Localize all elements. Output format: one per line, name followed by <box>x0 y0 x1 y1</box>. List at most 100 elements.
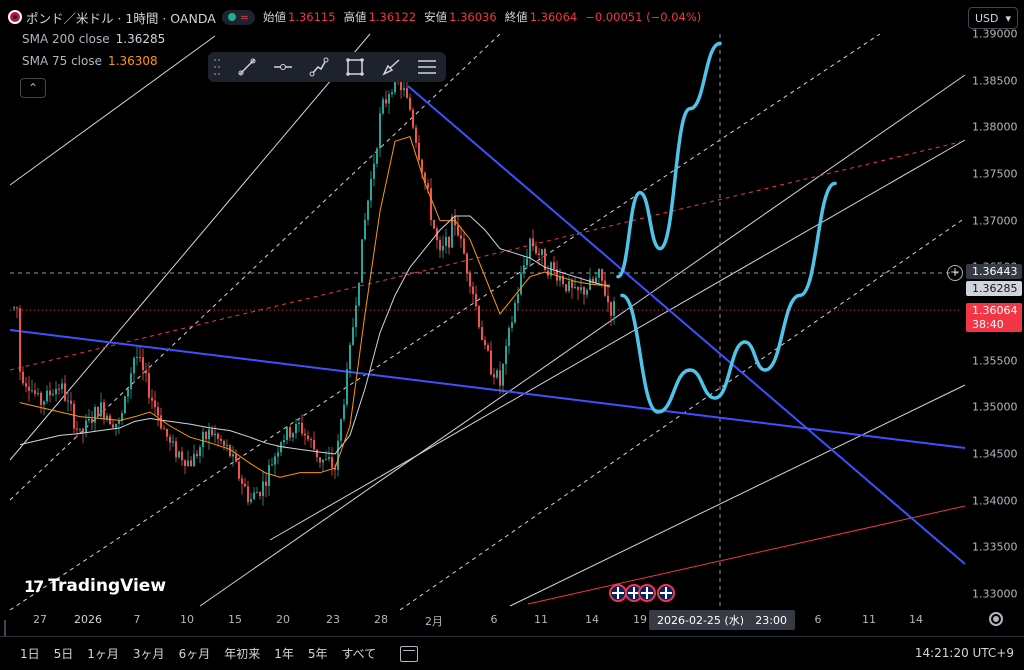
candle-body <box>238 461 240 479</box>
candles-layer <box>13 52 615 506</box>
candle-body <box>64 383 66 401</box>
trend-line-tool[interactable] <box>230 54 264 80</box>
candle-body <box>484 340 486 346</box>
logo-text: TradingView <box>48 576 167 596</box>
period-all[interactable]: すべて <box>341 647 377 661</box>
uk-event-flag-icon <box>638 584 656 602</box>
candle-body <box>181 451 183 461</box>
candle-body <box>82 428 84 433</box>
price-tick-label: 1.38500 <box>972 74 1018 88</box>
candle-body <box>151 397 153 401</box>
channel-line <box>9 35 216 186</box>
candle-body <box>463 238 465 254</box>
period-ytd[interactable]: 年初来 <box>224 647 261 661</box>
candle-body <box>409 97 411 110</box>
drag-handle-icon[interactable] <box>214 59 222 75</box>
period-6m[interactable]: 6ヶ月 <box>178 647 211 661</box>
period-1y[interactable]: 1年 <box>274 647 294 661</box>
candle-body <box>178 451 180 458</box>
candle-body <box>517 294 519 304</box>
candle-body <box>331 457 333 468</box>
candle-body <box>190 460 192 467</box>
horizontal-ray-icon <box>274 64 292 70</box>
candle-body <box>535 246 537 254</box>
tradingview-logo[interactable]: 17 TradingView <box>24 576 166 596</box>
market-status-pill[interactable]: ≈ <box>221 9 255 25</box>
candle-body <box>94 407 96 423</box>
candle-body <box>445 236 447 246</box>
candle-body <box>13 307 15 309</box>
price-tick-label: 1.34500 <box>972 447 1018 461</box>
period-5y[interactable]: 5年 <box>307 647 328 661</box>
price-tick-label: 1.38000 <box>972 120 1018 134</box>
brush-tool[interactable] <box>374 54 408 80</box>
candle-body <box>301 422 303 434</box>
candle-body <box>34 390 36 394</box>
candle-body <box>211 429 213 436</box>
settings-gear-icon[interactable] <box>989 612 1003 626</box>
candle-body <box>91 418 93 423</box>
period-3m[interactable]: 3ヶ月 <box>132 647 165 661</box>
candle-body <box>43 401 45 405</box>
candle-body <box>544 249 546 271</box>
price-tick-label: 1.33500 <box>972 540 1018 554</box>
sma75-value: 1.36308 <box>108 54 158 68</box>
candle-body <box>127 388 129 397</box>
time-tick-label: 11 <box>862 613 876 626</box>
period-1m[interactable]: 1ヶ月 <box>87 647 119 661</box>
candle-body <box>106 415 108 419</box>
time-tick-label: 15 <box>228 613 242 626</box>
time-tick-label: 27 <box>33 613 47 626</box>
candle-body <box>304 433 306 436</box>
tradingview-mark-icon: 17 <box>24 576 44 596</box>
candle-body <box>70 400 72 404</box>
candle-body <box>46 390 48 402</box>
rectangle-tool[interactable] <box>338 54 372 80</box>
candle-body <box>250 499 252 502</box>
candle-body <box>586 289 588 295</box>
add-alert-button[interactable]: + <box>947 265 963 281</box>
prediction-path-2 <box>620 181 837 414</box>
candle-body <box>571 281 573 288</box>
symbol-title[interactable]: ポンド／米ドル · 1時間 · OANDA <box>26 10 216 26</box>
sma75-line <box>19 136 610 478</box>
period-5d[interactable]: 5日 <box>53 647 74 661</box>
candle-body <box>322 459 324 463</box>
price-tick-label: 1.34000 <box>972 494 1018 508</box>
candle-body <box>310 439 312 441</box>
candle-body <box>283 440 285 443</box>
sma200-label[interactable]: SMA 200 close <box>22 32 110 46</box>
clock-timezone[interactable]: 14:21:20 UTC+9 <box>914 646 1014 660</box>
currency-select[interactable]: USD ▾ <box>968 7 1018 29</box>
candle-body <box>136 356 138 358</box>
candle-body <box>52 394 54 396</box>
candle-body <box>472 286 474 295</box>
period-1d[interactable]: 1日 <box>20 647 40 661</box>
path-tool[interactable] <box>302 54 336 80</box>
candle-body <box>604 280 606 296</box>
candle-body <box>379 113 381 149</box>
candle-body <box>25 383 27 387</box>
wave-icon: ≈ <box>239 10 249 24</box>
price-tick-label: 1.35000 <box>972 400 1018 414</box>
candle-body <box>28 386 30 391</box>
candle-body <box>451 216 453 248</box>
candle-body <box>607 295 609 303</box>
candle-body <box>469 272 471 287</box>
horizontal-ray-tool[interactable] <box>266 54 300 80</box>
candle-body <box>235 454 237 462</box>
event-markers[interactable] <box>609 584 675 602</box>
crosshair-date: 2026-02-25 (水) <box>657 614 745 627</box>
sma75-label[interactable]: SMA 75 close <box>22 54 102 68</box>
candle-body <box>580 287 582 290</box>
price-chart[interactable] <box>0 0 1024 636</box>
collapse-legend-button[interactable]: ⌃ <box>20 78 46 98</box>
time-tick-label: 6 <box>490 613 498 626</box>
last-price-label: 1.36064 <box>966 303 1022 318</box>
candle-body <box>214 433 216 436</box>
calendar-icon[interactable] <box>400 645 419 662</box>
parallel-channel-tool[interactable] <box>410 54 444 80</box>
time-tick-label: 7 <box>133 613 141 626</box>
blue-resistance-trendline <box>407 85 966 565</box>
price-tick-label: 1.33000 <box>972 587 1018 601</box>
